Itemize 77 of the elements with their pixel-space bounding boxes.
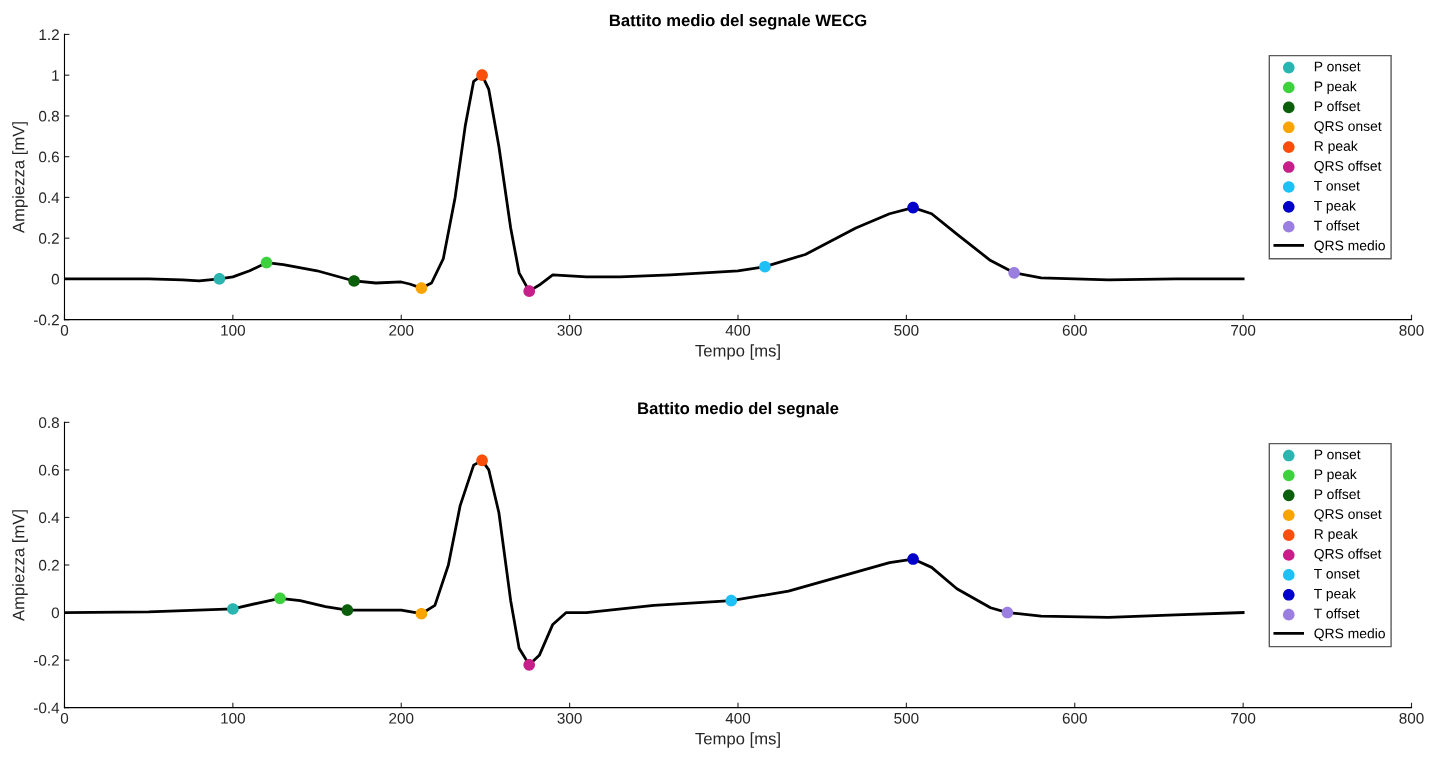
x-tick-label: 200 <box>389 712 414 724</box>
y-tick-label: 0.8 <box>38 417 59 429</box>
point <box>759 260 771 273</box>
y-axis-title: Ampiezza [mV] <box>12 510 28 621</box>
legend-label: R peak <box>1314 528 1358 542</box>
x-tick-label: 300 <box>557 712 582 724</box>
y-tick-label: -0.2 <box>33 314 59 326</box>
point <box>274 592 286 605</box>
legend-label: T offset <box>1314 220 1360 231</box>
x-tick-label: 400 <box>725 324 751 336</box>
legend-label: T offset <box>1314 608 1360 619</box>
x-axis-title: Tempo [ms] <box>695 732 780 748</box>
point <box>260 256 273 269</box>
point <box>476 69 488 81</box>
legend-label: P onset <box>1314 61 1361 72</box>
legend-label: P offset <box>1314 100 1361 112</box>
x-tick-label: 0 <box>60 712 69 724</box>
x-tick-label: 300 <box>557 324 582 336</box>
x-tick-label: 600 <box>1062 712 1087 724</box>
legend-label: QRS offset <box>1314 160 1382 174</box>
y-tick-label: -0.4 <box>33 702 60 714</box>
x-tick-label: 800 <box>1399 324 1424 336</box>
point <box>348 275 360 287</box>
y-tick-label: 0.4 <box>38 512 60 524</box>
x-tick-label: 800 <box>1399 712 1424 724</box>
point <box>476 454 488 467</box>
legend-label: P peak <box>1314 81 1357 95</box>
y-tick-label: 0 <box>51 607 60 619</box>
point <box>227 603 239 615</box>
legend-label: P peak <box>1314 469 1357 482</box>
y-tick-label: 0.2 <box>38 233 59 244</box>
y-tick-label: 1 <box>52 70 59 81</box>
x-tick-label: 600 <box>1062 324 1087 336</box>
y-tick-label: 0.6 <box>38 151 59 163</box>
legend-label: QRS onset <box>1314 509 1382 522</box>
point <box>1001 606 1014 619</box>
y-tick-label: 0 <box>51 273 60 285</box>
y-tick-label: 0.4 <box>38 192 60 204</box>
point <box>907 553 919 565</box>
point <box>341 604 354 616</box>
point <box>725 594 738 607</box>
point <box>213 273 226 285</box>
legend-label: QRS onset <box>1314 121 1382 134</box>
x-tick-label: 400 <box>725 712 751 724</box>
y-tick-label: -0.2 <box>33 654 59 666</box>
legend-label: T peak <box>1314 200 1356 214</box>
x-tick-label: 0 <box>60 324 69 336</box>
x-tick-label: 200 <box>389 324 414 336</box>
point <box>907 201 919 214</box>
point <box>1008 267 1020 279</box>
x-tick-label: 100 <box>221 712 246 724</box>
legend-label: T onset <box>1314 181 1360 191</box>
point <box>415 282 428 294</box>
point <box>523 659 536 671</box>
x-tick-label: 100 <box>221 324 246 336</box>
point <box>523 285 536 297</box>
x-axis-title: Tempo [ms] <box>695 344 780 360</box>
y-tick-label: 0.8 <box>38 110 59 122</box>
y-tick-label: 0.2 <box>38 559 59 571</box>
legend-label: QRS offset <box>1314 548 1382 562</box>
x-tick-label: 700 <box>1231 712 1256 724</box>
legend-label: P onset <box>1314 449 1361 460</box>
legend-label: QRS medio <box>1314 240 1385 253</box>
x-tick-label: 500 <box>894 324 919 336</box>
legend-label: T onset <box>1314 568 1360 579</box>
legend-label: T peak <box>1314 588 1356 602</box>
legend-label: P offset <box>1314 488 1361 500</box>
y-tick-label: 0.6 <box>38 464 59 476</box>
legend-label: QRS medio <box>1314 628 1385 641</box>
x-tick-label: 500 <box>894 712 919 724</box>
chart-title: Battito medio del segnale <box>638 401 839 418</box>
x-tick-label: 700 <box>1231 324 1256 336</box>
y-tick-label: 1.2 <box>39 29 59 40</box>
y-axis-title: Ampiezza [mV] <box>12 122 28 234</box>
legend-label: R peak <box>1314 140 1358 154</box>
point <box>415 607 428 620</box>
chart-title: Battito medio del segnale WECG <box>609 14 867 30</box>
